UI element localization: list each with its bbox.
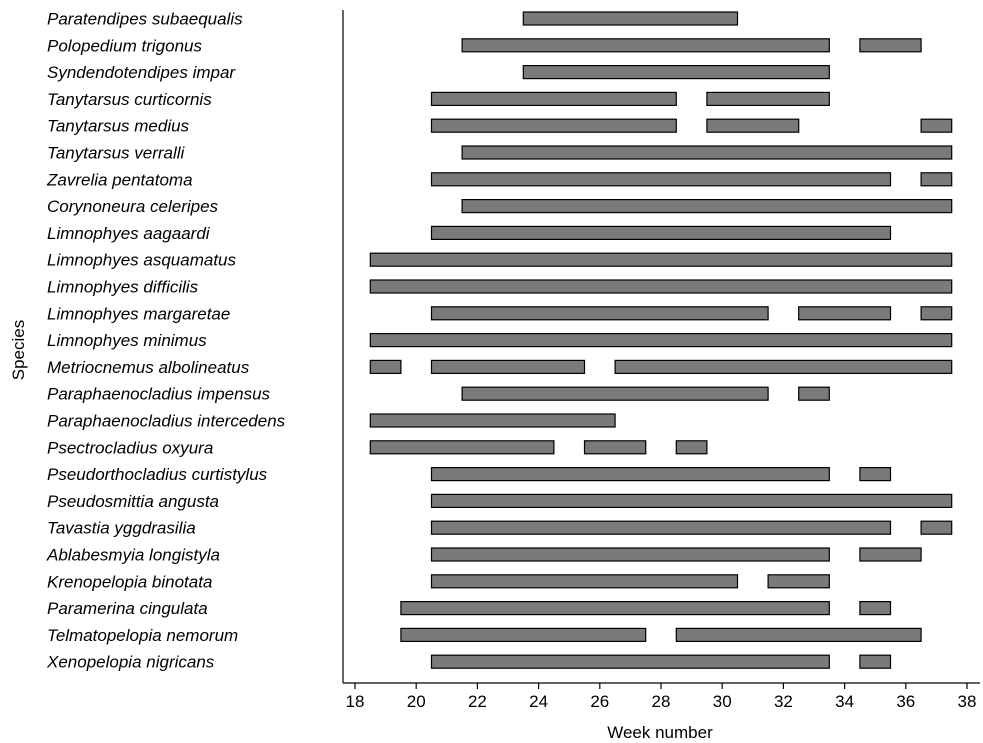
occurrence-bar	[920, 520, 953, 535]
occurrence-bar	[430, 493, 953, 508]
x-tick-label: 26	[590, 692, 609, 711]
occurrence-bar	[430, 359, 586, 374]
x-tick-label: 38	[958, 692, 977, 711]
occurrence-bar	[706, 118, 800, 133]
species-label: Xenopelopia nigricans	[46, 653, 215, 672]
occurrence-bar	[522, 64, 830, 80]
x-tick-label: 28	[652, 692, 671, 711]
species-label: Pseudosmittia angusta	[47, 492, 219, 511]
x-tick-label: 22	[468, 692, 487, 711]
occurrence-bar	[430, 118, 677, 133]
occurrence-bar	[430, 654, 830, 669]
species-label: Paraphaenocladius intercedens	[47, 412, 286, 431]
occurrence-bar	[859, 654, 892, 669]
occurrence-bar	[798, 306, 892, 321]
occurrence-bar	[706, 91, 830, 107]
occurrence-bar	[798, 386, 830, 401]
occurrence-bar	[920, 172, 953, 187]
occurrence-bar	[461, 145, 953, 160]
occurrence-bar	[859, 547, 922, 562]
occurrence-bar	[400, 627, 647, 643]
species-label: Corynoneura celeripes	[47, 197, 219, 216]
occurrence-bar	[369, 333, 953, 348]
occurrence-bar	[461, 386, 769, 401]
species-label: Tavastia yggdrasilia	[47, 519, 196, 538]
x-tick-label: 34	[835, 692, 854, 711]
occurrence-bar	[583, 440, 647, 455]
species-label: Krenopelopia binotata	[47, 572, 212, 591]
species-label: Tanytarsus verralli	[47, 144, 186, 163]
species-label: Limnophyes asquamatus	[47, 251, 237, 270]
occurrence-bar	[369, 279, 953, 294]
occurrence-bar	[430, 467, 830, 482]
species-label: Paraphaenocladius impensus	[47, 385, 271, 404]
species-label: Telmatopelopia nemorum	[47, 626, 238, 645]
occurrence-bar	[430, 574, 739, 589]
x-axis-ticks: 18 20 22 24 26 28 30 32 34 36 38	[346, 683, 977, 711]
x-tick-label: 20	[407, 692, 426, 711]
x-tick-label: 32	[774, 692, 793, 711]
occurrence-bar	[767, 574, 830, 589]
occurrence-bars	[369, 11, 953, 669]
occurrence-bar	[859, 38, 922, 53]
species-label: Metriocnemus albolineatus	[47, 358, 250, 377]
species-label: Tanytarsus curticornis	[47, 90, 212, 109]
occurrence-bar	[522, 11, 739, 26]
species-label: Limnophyes minimus	[47, 331, 207, 350]
species-label: Polopedium trigonus	[47, 36, 202, 55]
occurrence-bar	[369, 252, 953, 267]
occurrence-bar	[614, 359, 953, 374]
species-labels: Paratendipes subaequalis Polopedium trigo…	[46, 10, 286, 672]
species-label: Limnophyes aagaardi	[47, 224, 211, 243]
species-label: Zavrelia pentatoma	[46, 170, 193, 189]
occurrence-bar	[430, 225, 892, 240]
species-label: Tanytarsus medius	[47, 117, 190, 136]
species-label: Limnophyes difficilis	[47, 278, 199, 297]
occurrence-bar	[461, 199, 953, 214]
occurrence-bar	[859, 467, 892, 482]
occurrence-bar	[675, 627, 922, 643]
occurrence-bar	[920, 118, 953, 133]
x-tick-label: 24	[529, 692, 548, 711]
species-label: Pseudorthocladius curtistylus	[47, 465, 268, 484]
x-tick-label: 18	[346, 692, 365, 711]
occurrence-bar	[369, 440, 555, 455]
y-axis-title: Species	[9, 320, 28, 380]
x-axis-title: Week number	[607, 723, 713, 742]
occurrence-bar	[430, 91, 677, 107]
species-label: Limnophyes margaretae	[47, 304, 230, 323]
occurrence-bar	[369, 413, 616, 428]
occurrence-bar	[430, 547, 830, 562]
occurrence-bar	[859, 600, 892, 616]
occurrence-bar	[430, 520, 892, 535]
occurrence-bar	[369, 359, 402, 374]
species-label: Psectrocladius oxyura	[47, 438, 213, 457]
species-label: Paratendipes subaequalis	[47, 10, 243, 29]
occurrence-bar	[920, 306, 953, 321]
occurrence-bar	[430, 306, 769, 321]
occurrence-bar	[430, 172, 892, 187]
species-label: Paramerina cingulata	[47, 599, 208, 618]
species-label: Syndendotendipes impar	[47, 63, 236, 82]
x-tick-label: 36	[896, 692, 915, 711]
occurrence-bar	[675, 440, 708, 455]
occurrence-bar	[400, 600, 830, 616]
species-label: Ablabesmyia longistyla	[46, 546, 220, 565]
occurrence-bar	[461, 38, 830, 53]
x-tick-label: 30	[713, 692, 732, 711]
